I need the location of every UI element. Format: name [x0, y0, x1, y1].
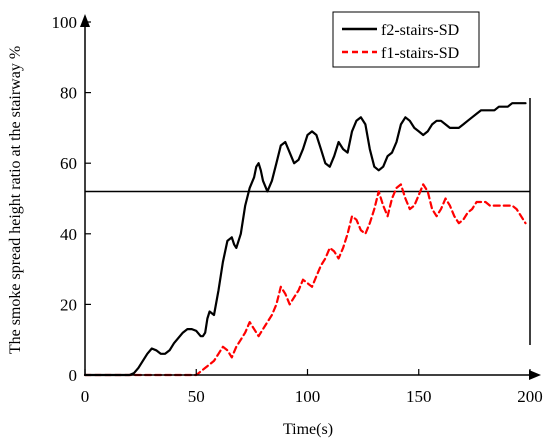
y-tick-label: 40 [60, 225, 77, 244]
x-tick-label: 150 [406, 387, 432, 406]
y-tick-label: 100 [52, 13, 78, 32]
y-axis-arrow-icon [80, 14, 90, 27]
legend-label-f1: f1-stairs-SD [381, 45, 459, 62]
x-tick-label: 200 [517, 387, 543, 406]
y-tick-label: 20 [60, 295, 77, 314]
y-axis-title: The smoke spread height ratio at the sta… [7, 46, 24, 354]
x-tick-label: 0 [81, 387, 90, 406]
x-tick-label: 50 [188, 387, 205, 406]
legend-box [332, 11, 480, 68]
y-tick-label: 60 [60, 154, 77, 173]
series-line-1 [83, 183, 527, 377]
legend-label-f2: f2-stairs-SD [381, 22, 459, 39]
y-tick-label: 0 [69, 366, 78, 385]
x-axis-arrow-icon [529, 370, 541, 380]
series-line-0 [83, 102, 527, 377]
y-tick-label: 80 [60, 84, 77, 103]
x-axis-title: Time(s) [283, 421, 333, 438]
x-tick-label: 100 [295, 387, 321, 406]
legend: f2-stairs-SD f1-stairs-SD [332, 11, 480, 68]
